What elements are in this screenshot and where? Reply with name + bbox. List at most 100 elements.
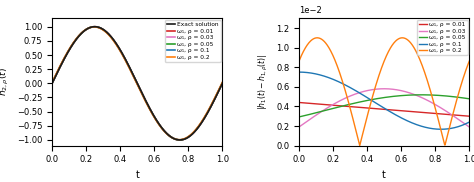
- ω₁, ρ = 0.03: [142, 98, 147, 100]
- ω₁, ρ = 0.05: [219, 82, 225, 84]
- Exact solution: [177, 139, 182, 141]
- ω₁, ρ = 0.05: [190, 133, 195, 135]
- ω₁, ρ = 0.2: [296, 60, 302, 62]
- ω₁, ρ = 0.2: [219, 81, 225, 83]
- ω₁, ρ = 0.2: [357, 145, 363, 147]
- ω₁, ρ = 0.05: [378, 97, 384, 99]
- ω₁, ρ = 0.03: [177, 139, 182, 141]
- ω₁, ρ = 0.05: [377, 97, 383, 99]
- ω₁, ρ = 0.05: [49, 82, 55, 84]
- ω₁, ρ = 0.03: [219, 82, 225, 84]
- Exact solution: [130, 74, 136, 76]
- Text: 1e−2: 1e−2: [299, 6, 322, 15]
- ω₁, ρ = 0.05: [296, 116, 302, 118]
- ω₁, ρ = 0.01: [177, 139, 182, 141]
- ω₁, ρ = 0.03: [151, 115, 157, 117]
- Line: ω₁, ρ = 0.05: ω₁, ρ = 0.05: [52, 27, 222, 140]
- ω₁, ρ = 0.05: [91, 26, 97, 28]
- ω₁, ρ = 0.03: [466, 126, 472, 128]
- ω₁, ρ = 0.1: [131, 77, 137, 79]
- ω₁, ρ = 0.01: [142, 97, 147, 100]
- ω₁, ρ = 0.05: [216, 89, 222, 91]
- ω₁, ρ = 0.2: [216, 88, 222, 90]
- ω₁, ρ = 0.05: [131, 76, 137, 79]
- ω₁, ρ = 0.2: [466, 60, 472, 62]
- ω₁, ρ = 0.1: [378, 105, 384, 107]
- ω₁, ρ = 0.2: [398, 37, 403, 39]
- ω₁, ρ = 0.1: [176, 139, 182, 141]
- ω₁, ρ = 0.1: [130, 75, 136, 77]
- ω₁, ρ = 0.05: [463, 97, 468, 99]
- ω₁, ρ = 0.03: [378, 88, 384, 90]
- ω₁, ρ = 0.03: [381, 88, 387, 90]
- ω₁, ρ = 0.01: [216, 89, 222, 92]
- ω₁, ρ = 0.2: [91, 26, 97, 28]
- ω₁, ρ = 0.03: [436, 106, 442, 108]
- ω₁, ρ = 0.2: [400, 37, 405, 39]
- ω₁, ρ = 0.01: [151, 115, 157, 117]
- ω₁, ρ = 0.1: [377, 104, 383, 107]
- ω₁, ρ = 0.2: [378, 68, 384, 70]
- ω₁, ρ = 0.1: [436, 128, 441, 130]
- Line: ω₁, ρ = 0.03: ω₁, ρ = 0.03: [299, 89, 469, 127]
- ω₁, ρ = 0.01: [92, 26, 98, 28]
- ω₁, ρ = 0.2: [49, 81, 55, 83]
- Line: ω₁, ρ = 0.01: ω₁, ρ = 0.01: [52, 27, 222, 140]
- Exact solution: [142, 97, 147, 100]
- ω₁, ρ = 0.05: [142, 98, 147, 100]
- ω₁, ρ = 0.01: [378, 108, 384, 110]
- Line: ω₁, ρ = 0.01: ω₁, ρ = 0.01: [299, 102, 469, 116]
- ω₁, ρ = 0.2: [190, 132, 195, 134]
- Exact solution: [49, 82, 55, 84]
- Exact solution: [216, 89, 222, 92]
- ω₁, ρ = 0.05: [130, 74, 136, 76]
- ω₁, ρ = 0.01: [388, 109, 394, 111]
- ω₁, ρ = 0.01: [130, 74, 136, 76]
- ω₁, ρ = 0.1: [142, 98, 147, 100]
- ω₁, ρ = 0.2: [176, 139, 182, 141]
- ω₁, ρ = 0.03: [296, 126, 302, 128]
- ω₁, ρ = 0.01: [296, 101, 302, 104]
- ω₁, ρ = 0.05: [151, 115, 157, 117]
- Line: ω₁, ρ = 0.2: ω₁, ρ = 0.2: [299, 38, 469, 146]
- ω₁, ρ = 0.1: [438, 128, 444, 130]
- ω₁, ρ = 0.01: [49, 82, 55, 84]
- Line: ω₁, ρ = 0.1: ω₁, ρ = 0.1: [52, 27, 222, 140]
- ω₁, ρ = 0.03: [49, 82, 55, 84]
- Exact solution: [92, 26, 98, 28]
- Exact solution: [219, 82, 225, 84]
- Exact solution: [131, 76, 137, 78]
- ω₁, ρ = 0.1: [219, 82, 225, 84]
- ω₁, ρ = 0.03: [398, 89, 403, 92]
- ω₁, ρ = 0.01: [219, 82, 225, 84]
- ω₁, ρ = 0.1: [296, 71, 302, 73]
- Line: ω₁, ρ = 0.2: ω₁, ρ = 0.2: [52, 27, 222, 140]
- ω₁, ρ = 0.05: [436, 94, 442, 96]
- Exact solution: [190, 133, 195, 135]
- ω₁, ρ = 0.2: [131, 77, 137, 80]
- ω₁, ρ = 0.01: [462, 115, 468, 117]
- ω₁, ρ = 0.03: [130, 74, 136, 76]
- Line: ω₁, ρ = 0.03: ω₁, ρ = 0.03: [52, 27, 222, 140]
- ω₁, ρ = 0.01: [398, 110, 403, 112]
- X-axis label: t: t: [136, 170, 139, 180]
- ω₁, ρ = 0.01: [377, 108, 383, 110]
- ω₁, ρ = 0.01: [131, 76, 137, 78]
- ω₁, ρ = 0.1: [91, 26, 97, 28]
- ω₁, ρ = 0.2: [463, 69, 469, 71]
- ω₁, ρ = 0.2: [389, 45, 394, 47]
- ω₁, ρ = 0.1: [151, 115, 157, 117]
- ω₁, ρ = 0.03: [190, 133, 195, 135]
- ω₁, ρ = 0.03: [389, 88, 394, 90]
- ω₁, ρ = 0.03: [216, 89, 222, 91]
- Y-axis label: $h_{2,\rho}(t)$: $h_{2,\rho}(t)$: [0, 67, 11, 96]
- Legend: Exact solution, ω₁, ρ = 0.01, ω₁, ρ = 0.03, ω₁, ρ = 0.05, ω₁, ρ = 0.1, ω₁, ρ = 0: Exact solution, ω₁, ρ = 0.01, ω₁, ρ = 0.…: [164, 20, 220, 62]
- ω₁, ρ = 0.2: [130, 75, 136, 77]
- ω₁, ρ = 0.03: [92, 26, 98, 28]
- ω₁, ρ = 0.01: [436, 113, 441, 115]
- ω₁, ρ = 0.03: [377, 88, 383, 90]
- ω₁, ρ = 0.1: [190, 132, 195, 135]
- Line: ω₁, ρ = 0.05: ω₁, ρ = 0.05: [299, 95, 469, 117]
- ω₁, ρ = 0.1: [216, 89, 222, 91]
- ω₁, ρ = 0.05: [398, 95, 403, 97]
